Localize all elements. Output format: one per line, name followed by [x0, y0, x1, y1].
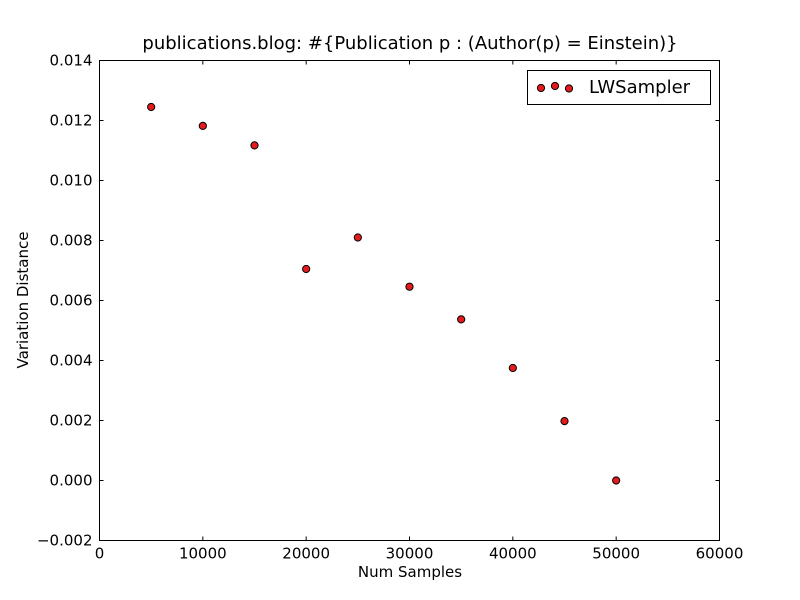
legend-marker — [536, 83, 546, 93]
data-point — [147, 102, 156, 112]
plot-frame — [99, 60, 720, 541]
x-tick-labels: 0 10000 20000 30000 40000 50000 60000 — [95, 545, 744, 563]
legend-label: LWSampler — [589, 77, 691, 98]
chart-title: publications.blog: #{Publication p : (Au… — [142, 33, 677, 54]
y-tick-label: 0.002 — [50, 412, 93, 430]
y-tick-label: 0.000 — [50, 472, 93, 490]
data-point — [457, 315, 466, 324]
data-point — [302, 264, 311, 274]
data-points — [147, 102, 621, 485]
x-tick-label: 40000 — [489, 545, 537, 563]
x-tick-label: 60000 — [696, 545, 744, 563]
legend: LWSampler — [527, 70, 711, 105]
y-tick-label: 0.004 — [50, 352, 93, 370]
y-tick-label: 0.014 — [50, 52, 93, 70]
y-axis-label: Variation Distance — [14, 232, 32, 369]
x-axis-label: Num Samples — [358, 563, 462, 581]
y-tick-label: 0.006 — [50, 292, 93, 310]
data-point — [198, 121, 207, 131]
y-tick-label: 0.008 — [50, 232, 93, 250]
y-tick-label: −0.002 — [37, 532, 93, 550]
data-point — [612, 476, 621, 485]
data-point — [508, 363, 517, 373]
data-point — [250, 141, 259, 150]
x-tick-label: 0 — [95, 545, 105, 563]
legend-marker — [564, 84, 574, 93]
x-tick-label: 20000 — [282, 545, 330, 563]
data-point — [353, 233, 362, 242]
data-point — [560, 417, 569, 426]
legend-markers — [536, 81, 574, 93]
x-tick-label: 10000 — [179, 545, 227, 563]
y-tick-label: 0.012 — [50, 112, 93, 130]
data-point — [405, 282, 414, 291]
y-tick-label: 0.010 — [50, 172, 93, 190]
legend-marker — [550, 81, 560, 91]
x-tick-label: 30000 — [386, 545, 434, 563]
x-tick-label: 50000 — [592, 545, 640, 563]
plot-area — [99, 60, 720, 541]
y-tick-labels: −0.002 0.000 0.002 0.004 0.006 0.008 0.010 0.01… — [37, 52, 93, 550]
